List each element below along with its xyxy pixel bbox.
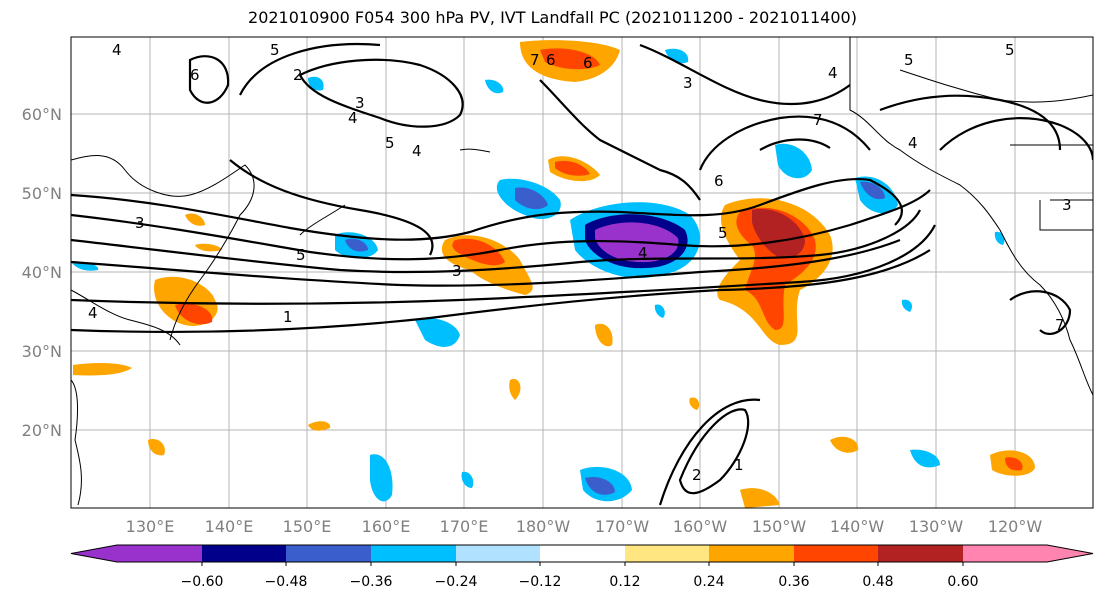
colorbar-segment (371, 545, 456, 562)
lon-label: 120°W (988, 517, 1043, 536)
contour-label: 3 (135, 214, 145, 232)
lon-label: 140°W (830, 517, 885, 536)
colorbar-segment (540, 545, 625, 562)
lat-label: 40°N (22, 263, 62, 282)
contour-label: 5 (296, 246, 306, 264)
latitude-axis: 60°N 50°N 40°N 30°N 20°N (22, 105, 62, 440)
contour-label: 4 (828, 64, 838, 82)
contour-label: 3 (683, 74, 693, 92)
colorbar-tick-label: 0.24 (693, 574, 724, 590)
contour-label: 5 (718, 224, 728, 242)
colorbar-segment (202, 545, 286, 562)
contour-label: 6 (190, 66, 200, 84)
lat-label: 30°N (22, 342, 62, 361)
contour-label: 3 (355, 94, 365, 112)
contour-label: 4 (908, 134, 918, 152)
contour-label: 5 (1005, 41, 1015, 59)
colorbar-segment (794, 545, 878, 562)
lon-label: 130°W (909, 517, 964, 536)
contour-label: 6 (546, 51, 556, 69)
contour-label: 4 (638, 244, 648, 262)
lat-label: 60°N (22, 105, 62, 124)
pv-contours (71, 43, 1093, 506)
contour-label: 6 (714, 172, 724, 190)
contour-label: 1 (734, 456, 744, 474)
lon-label: 180°W (516, 517, 571, 536)
lon-label: 170°E (440, 517, 489, 536)
colorbar-tick-label: 0.36 (778, 574, 809, 590)
contour-label: 4 (88, 304, 98, 322)
lon-label: 170°W (595, 517, 650, 536)
contour-label: 4 (348, 109, 358, 127)
lon-label: 140°E (205, 517, 254, 536)
contour-label: 7 (530, 51, 540, 69)
contour-label: 6 (583, 54, 593, 72)
colorbar-segment (878, 545, 963, 562)
lat-label: 20°N (22, 421, 62, 440)
contour-label: 3 (452, 262, 462, 280)
colorbar-segment (625, 545, 709, 562)
colorbar-tick-label: 0.12 (609, 574, 640, 590)
coastlines (71, 37, 1093, 506)
colorbar-tick-label: −0.60 (181, 574, 224, 590)
map-title: 2021010900 F054 300 hPa PV, IVT Landfall… (248, 8, 857, 27)
colorbar-segment (71, 545, 202, 562)
colorbar-segment (709, 545, 794, 562)
lon-label: 150°E (283, 517, 332, 536)
contour-label: 1 (283, 308, 293, 326)
contour-label: 2 (692, 466, 702, 484)
colorbar-outline (70, 544, 1094, 563)
lon-label: 160°E (362, 517, 411, 536)
colorbar-tick-label: −0.24 (435, 574, 478, 590)
colorbar-segment (456, 545, 540, 562)
contour-label: 7 (1055, 316, 1065, 334)
colorbar: −0.60 −0.48 −0.36 −0.24 −0.12 0.12 0.24 … (70, 544, 1094, 590)
colorbar-segment (963, 545, 1093, 562)
contour-label: 5 (385, 134, 395, 152)
colorbar-tick-label: 0.60 (947, 574, 978, 590)
contour-label: 7 (813, 111, 823, 129)
colorbar-tick-label: −0.48 (265, 574, 308, 590)
colorbar-tick-label: −0.12 (519, 574, 562, 590)
lon-label: 150°W (752, 517, 807, 536)
lon-label: 130°E (126, 517, 175, 536)
map-frame (70, 36, 1094, 509)
colorbar-segment (286, 545, 371, 562)
contour-label: 2 (293, 66, 303, 84)
lon-label: 160°W (673, 517, 728, 536)
longitude-axis: 130°E 140°E 150°E 160°E 170°E 180°W 170°… (126, 517, 1043, 536)
colorbar-tick-label: 0.48 (862, 574, 893, 590)
colorbar-tick-label: −0.36 (350, 574, 393, 590)
contour-label: 5 (270, 41, 280, 59)
contour-label: 3 (1062, 196, 1072, 214)
contour-label: 5 (904, 51, 914, 69)
contour-labels: 4 6 2 5 3 4 5 4 6 7 6 5 4 7 3 5 4 3 5 3 … (88, 41, 1072, 484)
contour-label: 4 (112, 41, 122, 59)
contour-label: 4 (412, 142, 422, 160)
lat-label: 50°N (22, 184, 62, 203)
